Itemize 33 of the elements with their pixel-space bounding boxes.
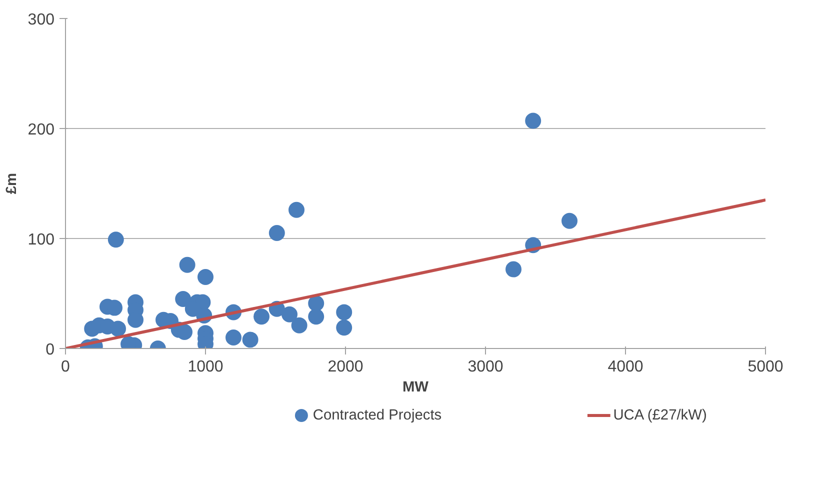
point [254, 308, 270, 325]
x-tick-label: 5000 [748, 358, 784, 376]
point [242, 332, 258, 348]
x-tick-label: 2000 [328, 358, 364, 376]
point [110, 320, 126, 337]
point [308, 308, 324, 325]
point [336, 320, 352, 336]
point [282, 306, 298, 322]
legend-label: Contracted Projects [312, 408, 442, 424]
x-tick-label: 4000 [608, 358, 644, 376]
point [198, 269, 214, 285]
y-tick-label: 300 [28, 12, 55, 28]
point [175, 291, 192, 307]
point [336, 304, 352, 320]
point [268, 225, 285, 241]
point [176, 324, 192, 340]
x-tick-label: 0 [61, 358, 70, 376]
y-tick-label: 100 [28, 232, 55, 248]
legend-label: UCA (£27/kW) [613, 408, 707, 424]
x-tick-label: 3000 [468, 358, 504, 376]
y-tick-label: 0 [46, 342, 55, 358]
point [291, 317, 308, 334]
point [506, 261, 522, 278]
point [179, 256, 196, 273]
point [288, 202, 304, 218]
x-tick-label: 1000 [188, 358, 224, 376]
point [108, 232, 124, 248]
point [525, 112, 542, 129]
point [562, 212, 578, 229]
y-axis-title: £m [4, 172, 20, 194]
point [226, 330, 242, 346]
y-tick-label: 200 [28, 122, 55, 138]
x-axis-title: MW [402, 380, 429, 396]
